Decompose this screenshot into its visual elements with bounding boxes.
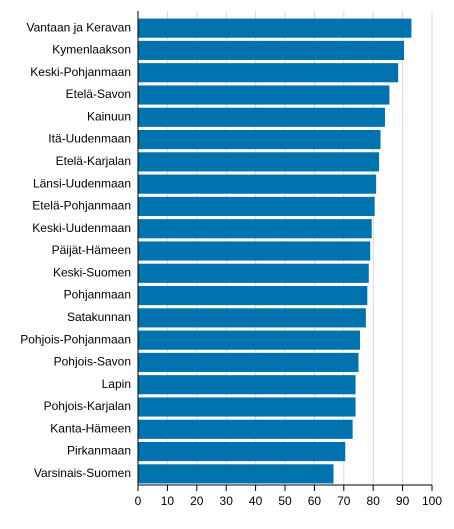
bar — [138, 196, 375, 217]
category-label: Keski-Uudenmaan — [32, 221, 131, 235]
x-tick-label: 10 — [161, 494, 175, 508]
x-tick-label: 40 — [249, 494, 263, 508]
bar — [138, 419, 353, 439]
bar — [138, 85, 390, 105]
bar — [138, 241, 371, 261]
category-label: Pohjois-Savon — [54, 355, 131, 369]
category-label: Kainuun — [87, 109, 131, 123]
category-label: Päijät-Hämeen — [52, 243, 131, 257]
x-tick-label: 30 — [220, 494, 234, 508]
bar — [138, 107, 385, 127]
category-label: Pohjois-Karjalan — [44, 399, 131, 413]
bar — [138, 40, 405, 61]
category-label: Etelä-Karjalan — [56, 154, 131, 168]
category-label: Etelä-Savon — [66, 87, 131, 101]
category-label: Keski-Pohjanmaan — [30, 65, 131, 79]
x-tick-label: 0 — [135, 494, 142, 508]
x-tick-label: 90 — [396, 494, 410, 508]
bar — [138, 18, 412, 38]
bar — [138, 308, 366, 328]
bar — [138, 441, 346, 462]
x-tick-label: 70 — [337, 494, 351, 508]
category-label: Kymenlaakson — [52, 43, 131, 57]
category-label: Varsinais-Suomen — [34, 466, 131, 480]
x-tick-label: 50 — [278, 494, 292, 508]
bar — [138, 219, 372, 239]
category-label: Länsi-Uudenmaan — [33, 176, 131, 190]
x-axis: 0 10 20 30 40 50 60 70 80 90 100 — [135, 11, 442, 508]
x-tick-label: 100 — [422, 494, 442, 508]
x-tick-label: 60 — [308, 494, 322, 508]
category-label: Kanta-Hämeen — [50, 421, 131, 435]
bar — [138, 63, 399, 83]
category-label: Keski-Suomen — [53, 265, 131, 279]
x-tick-label: 20 — [190, 494, 204, 508]
bar — [138, 330, 360, 350]
bar — [138, 152, 380, 172]
bar — [138, 129, 381, 150]
category-label: Lapin — [102, 377, 131, 391]
bar — [138, 397, 356, 417]
x-tick-label: 80 — [367, 494, 381, 508]
bar — [138, 464, 334, 484]
bar — [138, 285, 368, 306]
bar — [138, 263, 369, 283]
category-label: Satakunnan — [67, 310, 131, 324]
category-label: Etelä-Pohjanmaan — [32, 199, 131, 213]
category-label: Pohjois-Pohjanmaan — [20, 332, 131, 346]
category-label: Itä-Uudenmaan — [48, 132, 131, 146]
category-label: Vantaan ja Keravan — [26, 20, 131, 34]
bars — [138, 18, 412, 484]
bar — [138, 352, 359, 373]
category-labels: Vantaan ja Keravan Kymenlaakson Keski-Pohj… — [20, 20, 131, 480]
bar — [138, 375, 356, 395]
category-label: Pirkanmaan — [67, 444, 131, 458]
category-label: Pohjanmaan — [64, 288, 131, 302]
bar — [138, 174, 377, 194]
